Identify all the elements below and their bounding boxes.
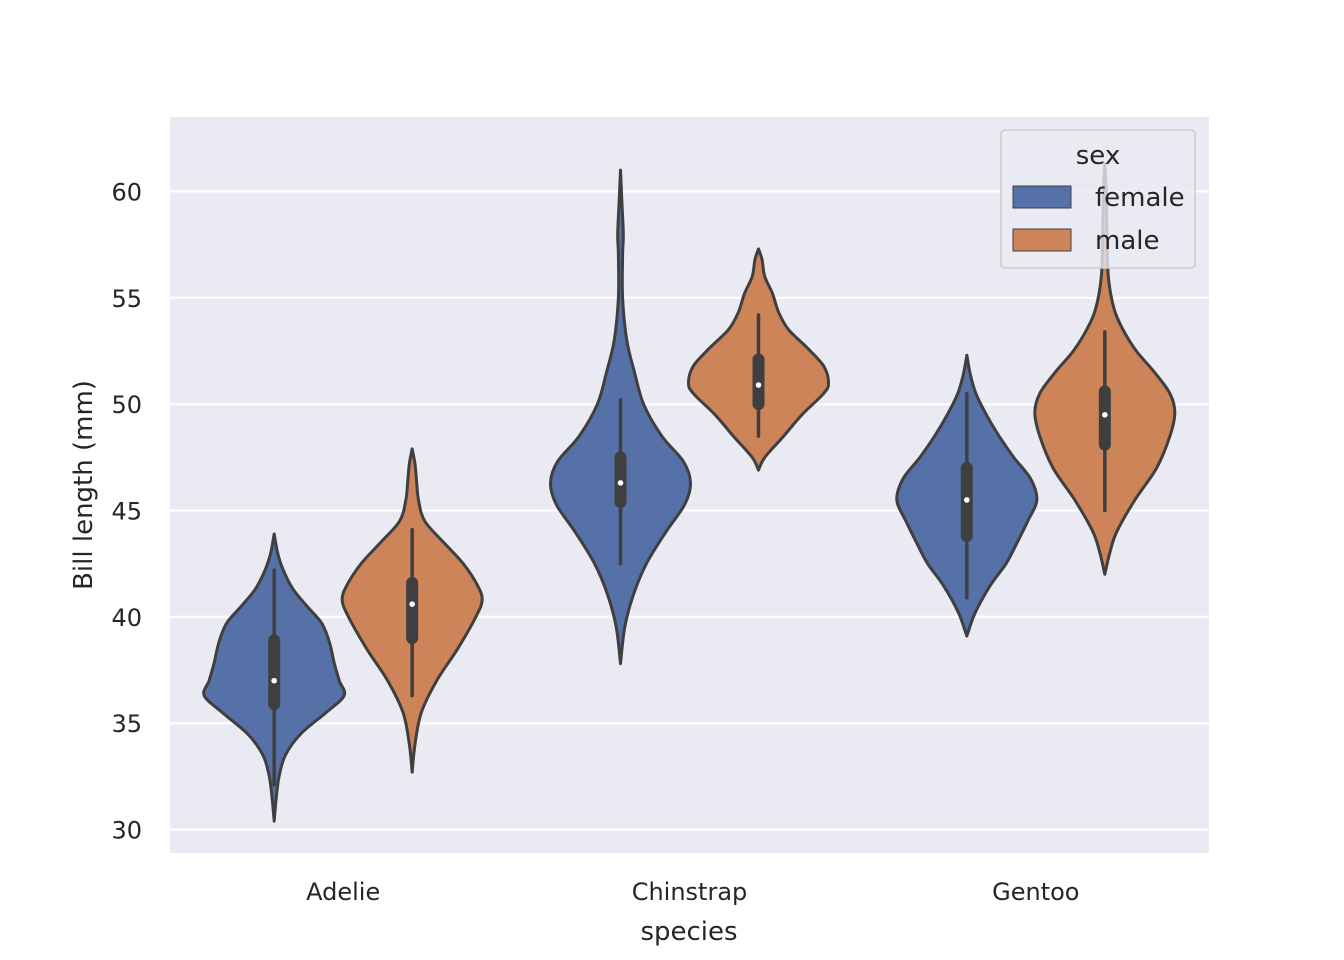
violin-median [1102,412,1108,418]
y-axis-label: Bill length (mm) [69,380,99,590]
violin-female-chinstrap [548,168,693,666]
violin-median [409,601,415,607]
legend: sex female male [1000,129,1196,269]
violin-median [964,497,970,503]
x-tick-label: Gentoo [992,878,1079,906]
violin-median [755,382,762,388]
violin-median [617,480,624,486]
y-tick-label: 30 [111,817,142,845]
x-tick-labels: Adelie Chinstrap Gentoo [306,878,1079,906]
legend-label-male: male [1095,226,1159,256]
x-tick-label: Chinstrap [632,878,748,906]
y-tick-label: 60 [111,178,142,206]
y-tick-label: 50 [111,391,142,419]
x-tick-label: Adelie [306,878,380,906]
legend-label-female: female [1095,183,1185,213]
legend-swatch-female [1012,185,1072,209]
violin-female-adelie [202,532,347,823]
violin-male-adelie [340,447,484,774]
violin-median [271,677,277,684]
y-tick-label: 35 [111,710,142,738]
y-tick-labels: 30 35 40 45 50 55 60 [111,178,142,844]
violin-male-gentoo [1033,162,1177,576]
y-tick-label: 45 [111,498,142,526]
y-tick-label: 40 [111,604,142,632]
legend-title: sex [1076,141,1120,171]
violin-male-chinstrap [687,247,830,472]
violin-female-gentoo [895,353,1039,638]
legend-swatch-male [1012,228,1072,252]
y-tick-label: 55 [111,285,142,313]
x-axis-label: species [640,917,737,947]
violins [202,162,1177,823]
